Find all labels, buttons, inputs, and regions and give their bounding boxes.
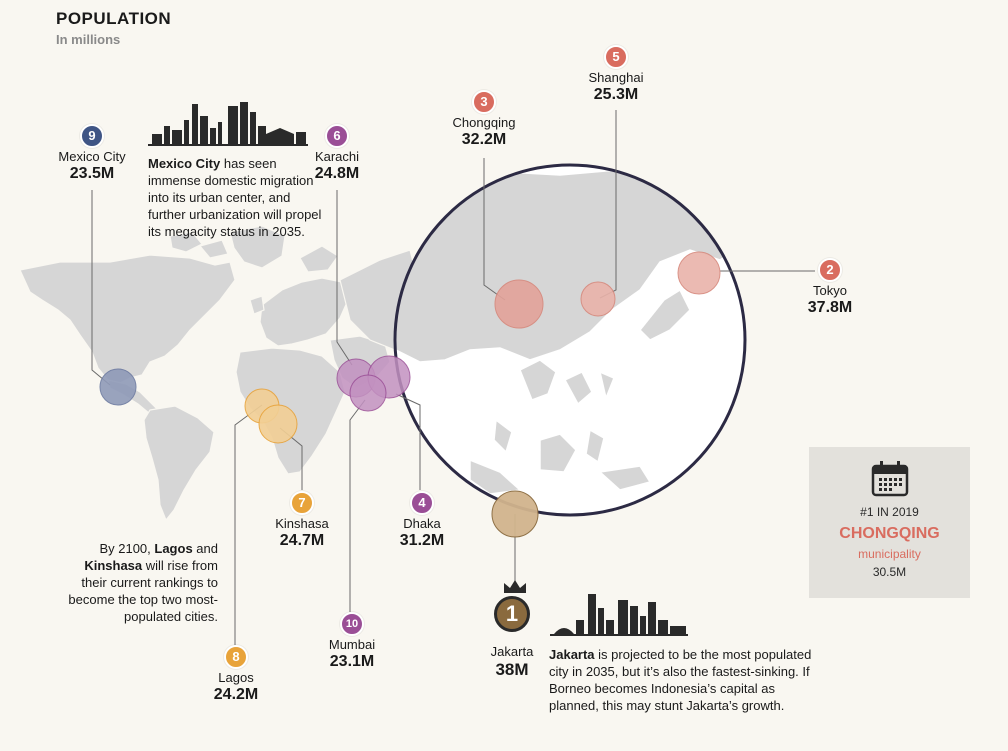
city-name: Kinshasa (275, 516, 329, 531)
leader-line-karachi (336, 190, 353, 366)
rank-badge: 9 (80, 124, 104, 148)
card-heading: #1 IN 2019 (860, 505, 919, 519)
city-name: Chongqing (452, 115, 516, 130)
city-label-lagos: 8 Lagos 24.2M (171, 645, 301, 704)
city-name: Tokyo (813, 283, 847, 298)
chongqing-2019-card: #1 IN 2019 CHONGQING municipality 30.5M (809, 447, 970, 598)
note-text: By 2100, (99, 541, 155, 556)
leader-line-dhaka (395, 393, 421, 490)
city-label-mexico-city: 9 Mexico City 23.5M (27, 124, 157, 183)
city-population: 24.7M (279, 532, 325, 549)
note-text: is projected to be the most populated ci… (549, 647, 812, 713)
bubble-jakarta (491, 490, 539, 538)
rank-badge-jakarta: 1 (494, 596, 530, 632)
note-text: will rise from their current rankings to… (68, 558, 218, 624)
city-label-kinshasa: 7 Kinshasa 24.7M (237, 491, 367, 550)
calendar-icon (871, 461, 909, 497)
city-name: Mumbai (328, 637, 376, 652)
note-bold: Kinshasa (84, 558, 143, 573)
note-bold: Jakarta (549, 647, 595, 662)
greenland (229, 225, 286, 269)
city-label-jakarta: Jakarta 38M (470, 643, 554, 680)
city-name: Lagos (218, 670, 254, 685)
city-label-chongqing: 3 Chongqing 32.2M (419, 90, 549, 149)
card-population: 30.5M (872, 565, 907, 579)
leader-line-chongqing (483, 158, 506, 301)
rank-badge: 8 (224, 645, 248, 669)
south-america (143, 405, 215, 522)
city-population: 25.3M (593, 86, 639, 103)
bubble-shanghai (580, 281, 616, 317)
note-lagos-kinshasa: By 2100, Lagos and Kinshasa will rise fr… (60, 540, 218, 625)
city-label-shanghai: 5 Shanghai 25.3M (551, 45, 681, 104)
city-population: 24.2M (213, 686, 259, 703)
city-population: 32.2M (461, 131, 507, 148)
page-subtitle: In millions (56, 32, 121, 47)
city-population: 24.8M (314, 165, 360, 182)
note-bold: Lagos (154, 541, 193, 556)
city-name: Mexico City (58, 149, 126, 164)
note-bold: Mexico City (148, 156, 221, 171)
city-population: 23.1M (329, 653, 375, 670)
bubble-tokyo (677, 251, 721, 295)
rank-badge: 6 (325, 124, 349, 148)
rank-badge: 4 (410, 491, 434, 515)
rank-badge: 10 (340, 612, 364, 636)
rank-badge: 5 (604, 45, 628, 69)
card-city: CHONGQING (839, 525, 940, 542)
rank-badge: 7 (290, 491, 314, 515)
note-jakarta: Jakarta is projected to be the most popu… (549, 646, 819, 714)
rank-badge: 2 (818, 258, 842, 282)
leader-line-mexico-city (91, 190, 111, 386)
city-name: Jakarta (490, 644, 534, 659)
bubble-mexico-city (99, 368, 137, 406)
city-label-tokyo: 2 Tokyo 37.8M (765, 258, 895, 317)
note-text: has seen immense domestic migration into… (148, 156, 322, 239)
europe (259, 277, 349, 347)
city-population: 23.5M (69, 165, 115, 182)
city-name: Shanghai (588, 70, 644, 85)
card-type: municipality (858, 547, 921, 561)
city-population: 38M (495, 660, 529, 679)
bubble-kinshasa (258, 404, 298, 444)
leader-line-shanghai (599, 110, 617, 299)
bubble-mumbai (349, 374, 387, 412)
city-label-mumbai: 10 Mumbai 23.1M (287, 612, 417, 671)
note-mexico-city: Mexico City has seen immense domestic mi… (148, 155, 328, 240)
bubble-chongqing (494, 279, 544, 329)
city-population: 31.2M (399, 532, 445, 549)
rank-badge: 3 (472, 90, 496, 114)
city-name: Karachi (314, 149, 360, 164)
note-text: and (192, 541, 218, 556)
crown-icon (504, 580, 526, 593)
jakarta-skyline-icon (550, 594, 688, 636)
page-title: POPULATION (56, 9, 172, 28)
city-population: 37.8M (807, 299, 853, 316)
mexico-city-skyline-icon (148, 102, 308, 146)
north-america-landmass (19, 254, 236, 385)
city-name: Dhaka (403, 516, 441, 531)
city-label-dhaka: 4 Dhaka 31.2M (357, 491, 487, 550)
city-label-karachi: 6 Karachi 24.8M (272, 124, 402, 183)
